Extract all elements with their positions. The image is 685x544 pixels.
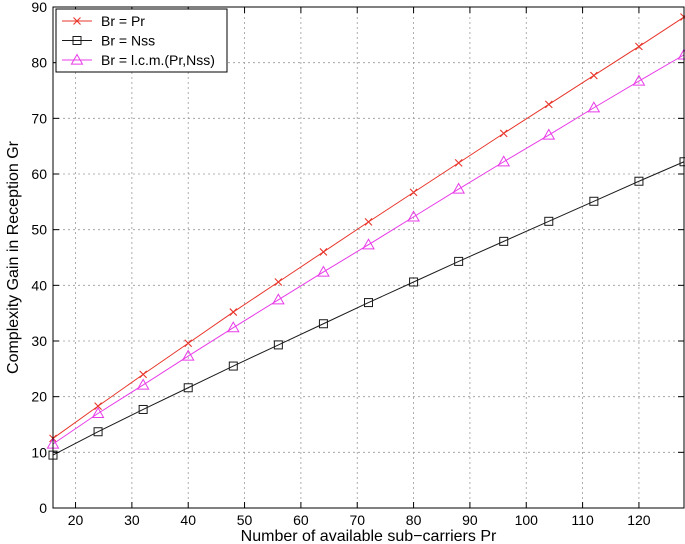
plot-frame <box>52 6 685 509</box>
data-point <box>271 293 285 305</box>
data-point <box>364 217 373 226</box>
x-tick-label: 50 <box>237 512 253 528</box>
y-tick-label: 90 <box>31 0 47 15</box>
x-tick-label: 60 <box>293 512 309 528</box>
series-line <box>52 161 685 456</box>
data-point <box>632 74 646 86</box>
data-point <box>226 321 240 333</box>
data-point <box>635 42 643 51</box>
legend-marker <box>73 17 81 25</box>
marker-stroke <box>409 188 418 197</box>
data-point <box>589 71 598 80</box>
x-tick-label: 110 <box>571 512 594 528</box>
data-point <box>229 308 238 316</box>
y-tick-label: 50 <box>31 222 47 238</box>
data-point <box>274 278 283 286</box>
legend-label: Br = l.c.m.(Pr,Nss) <box>101 52 215 68</box>
data-point <box>544 216 554 226</box>
legend-item: Br = l.c.m.(Pr,Nss) <box>62 52 215 68</box>
axis-ticks: 20 30 40 50 60 70 80 90 100 110 120 0 10 20 30 40 50 60 70… <box>31 0 684 528</box>
y-axis-title: Complexity Gain in Reception Gr <box>5 140 22 374</box>
data-point <box>364 298 373 308</box>
y-tick-label: 40 <box>31 277 47 293</box>
marker-stroke <box>635 42 643 51</box>
data-point <box>634 176 644 186</box>
data-point <box>454 256 464 266</box>
data-point <box>587 101 601 113</box>
marker-stroke <box>589 71 598 80</box>
data-point <box>407 210 420 222</box>
marker-stroke <box>73 17 81 25</box>
y-tick-label: 70 <box>31 110 47 126</box>
marker-stroke <box>319 248 328 256</box>
data-point <box>181 349 195 361</box>
legend-label: Br = Pr <box>101 13 145 29</box>
x-tick-label: 70 <box>349 512 365 528</box>
data-point <box>544 100 553 109</box>
y-tick-label: 10 <box>31 444 47 460</box>
x-tick-label: 20 <box>68 512 84 528</box>
x-tick-label: 30 <box>124 512 140 528</box>
data-point <box>91 406 105 418</box>
marker-stroke <box>94 402 102 411</box>
data-point <box>136 378 150 390</box>
series-line <box>52 54 685 445</box>
legend-label: Br = Nss <box>101 33 155 49</box>
data-point <box>93 427 103 437</box>
data-point <box>452 182 466 194</box>
data-point <box>273 340 283 350</box>
data-point <box>499 129 508 138</box>
marker-stroke <box>274 278 283 286</box>
marker-stroke <box>499 129 508 138</box>
marker-stroke <box>184 339 193 348</box>
data-point <box>589 196 599 206</box>
x-tick-label: 100 <box>515 512 539 528</box>
data-point <box>318 319 328 329</box>
series-3 <box>46 48 685 449</box>
data-point <box>183 383 193 393</box>
data-point <box>139 370 148 379</box>
data-point <box>138 404 148 414</box>
legend-marker <box>72 36 82 45</box>
legend-item: Br = Nss <box>62 33 155 49</box>
data-point <box>499 236 509 246</box>
data-point <box>317 265 330 277</box>
y-tick-label: 30 <box>31 333 47 349</box>
marker-stroke <box>139 370 148 379</box>
data-point <box>362 238 375 250</box>
data-point <box>409 188 418 197</box>
x-tick-label: 120 <box>627 512 651 528</box>
x-axis-title: Number of available sub−carriers Pr <box>241 528 497 544</box>
marker-stroke <box>544 100 553 109</box>
y-tick-label: 60 <box>31 166 47 182</box>
legend-item: Br = Pr <box>62 13 145 29</box>
data-point <box>497 155 511 167</box>
data-point <box>184 339 193 348</box>
marker-stroke <box>454 158 463 167</box>
x-tick-label: 40 <box>180 512 196 528</box>
marker-stroke <box>364 217 373 226</box>
data-point <box>409 277 419 287</box>
data-point <box>94 402 102 411</box>
legend-marker <box>70 53 84 65</box>
data-point <box>228 361 238 371</box>
y-tick-label: 20 <box>31 389 47 405</box>
y-tick-label: 80 <box>31 55 47 71</box>
data-point <box>542 128 556 140</box>
x-tick-label: 90 <box>462 512 478 528</box>
legend: Br = Pr Br = Nss Br = l.c.m.(Pr,Nss) <box>55 8 228 73</box>
series-group <box>46 13 685 460</box>
data-point <box>319 248 328 256</box>
marker-stroke <box>229 308 238 316</box>
y-tick-label: 0 <box>39 500 47 516</box>
data-point <box>454 158 463 167</box>
x-tick-label: 80 <box>406 512 422 528</box>
